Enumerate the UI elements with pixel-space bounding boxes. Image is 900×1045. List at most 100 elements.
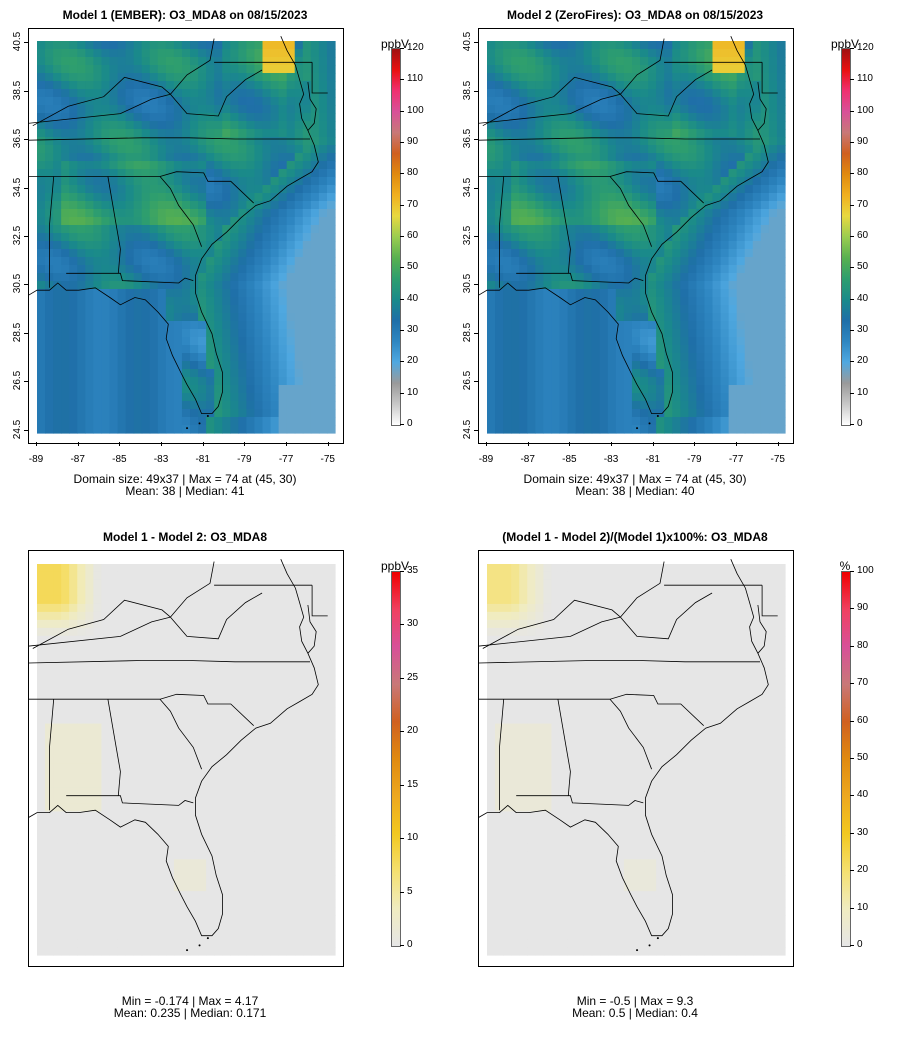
grid-cell xyxy=(53,41,62,50)
grid-cell xyxy=(559,425,569,434)
grid-cell xyxy=(519,417,528,426)
state-border xyxy=(107,176,121,274)
grid-cell xyxy=(487,185,496,194)
grid-cell xyxy=(615,73,625,82)
grid-cell xyxy=(310,425,320,434)
grid-cell xyxy=(254,731,264,741)
grid-cell xyxy=(278,113,288,122)
grid-cell xyxy=(141,361,151,370)
grid-cell xyxy=(278,587,288,597)
grid-cell xyxy=(278,683,288,693)
grid-cell xyxy=(559,129,569,138)
grid-cell xyxy=(101,627,111,637)
grid-cell xyxy=(326,265,336,274)
grid-cell xyxy=(69,739,78,749)
grid-cell xyxy=(222,763,231,773)
grid-cell xyxy=(318,779,328,789)
grid-cell xyxy=(326,281,336,290)
grid-cell xyxy=(198,603,207,613)
grid-cell xyxy=(53,771,62,781)
grid-cell xyxy=(254,177,264,186)
grid-cell xyxy=(117,369,127,378)
grid-cell xyxy=(206,755,215,765)
grid-cell xyxy=(728,361,738,370)
grid-cell xyxy=(326,249,336,258)
grid-cell xyxy=(648,369,657,378)
grid-cell xyxy=(519,305,528,314)
grid-cell xyxy=(125,787,135,797)
grid-cell xyxy=(599,273,609,282)
grid-cell xyxy=(109,281,119,290)
grid-cell xyxy=(640,121,649,130)
grid-cell xyxy=(286,715,296,725)
grid-cell xyxy=(688,169,697,178)
grid-cell xyxy=(318,739,328,749)
grid-cell xyxy=(278,177,288,186)
grid-cell xyxy=(77,401,86,410)
grid-cell xyxy=(77,369,86,378)
boundary-lines xyxy=(479,36,778,414)
grid-cell xyxy=(141,257,151,266)
grid-cell xyxy=(286,137,296,146)
grid-cell xyxy=(109,401,119,410)
grid-cell xyxy=(728,105,738,114)
grid-cell xyxy=(696,401,706,410)
grid-cell xyxy=(109,377,119,386)
grid-cell xyxy=(615,177,625,186)
grid-cell xyxy=(744,305,754,314)
grid-cell xyxy=(495,49,504,58)
grid-cell xyxy=(559,161,569,170)
grid-cell xyxy=(141,587,151,597)
grid-cell xyxy=(640,281,649,290)
grid-cell xyxy=(648,185,657,194)
scale-tick-label: 100 xyxy=(857,104,874,116)
grid-cell xyxy=(615,377,625,386)
grid-cell xyxy=(688,185,697,194)
grid-cell xyxy=(262,811,272,820)
grid-cell xyxy=(760,273,770,282)
grid-cell xyxy=(519,225,528,234)
grid-cell xyxy=(623,217,633,226)
grid-cell xyxy=(631,265,641,274)
grid-cell xyxy=(262,73,272,82)
grid-cell xyxy=(318,337,328,346)
grid-cell xyxy=(760,249,770,258)
grid-cell xyxy=(165,89,175,98)
grid-cell xyxy=(117,377,127,386)
grid-cell xyxy=(77,361,86,370)
grid-cell xyxy=(190,169,199,178)
grid-cell xyxy=(214,137,223,146)
grid-cell xyxy=(206,161,215,170)
grid-cell xyxy=(535,89,544,98)
grid-cell xyxy=(278,795,288,804)
grid-cell xyxy=(503,305,512,314)
grid-cell xyxy=(198,41,207,50)
grid-cell xyxy=(61,779,70,789)
grid-cell xyxy=(230,65,239,74)
grid-cell xyxy=(535,105,544,114)
grid-cell xyxy=(551,329,561,338)
grid-cell xyxy=(487,281,496,290)
grid-cell xyxy=(591,369,601,378)
grid-cell xyxy=(607,97,617,106)
grid-cell xyxy=(246,65,256,74)
grid-cell xyxy=(222,113,231,122)
grid-cell xyxy=(704,297,714,306)
grid-cell xyxy=(37,313,46,322)
grid-cell xyxy=(214,587,223,597)
grid-cell xyxy=(575,393,585,402)
grid-cell xyxy=(270,305,280,314)
grid-cell xyxy=(270,81,280,90)
grid-cell xyxy=(776,273,786,282)
grid-cell xyxy=(262,241,272,250)
grid-cell xyxy=(69,691,78,701)
grid-cell xyxy=(93,595,103,605)
grid-cell xyxy=(125,385,135,394)
grid-cell xyxy=(254,241,264,250)
grid-cell xyxy=(760,409,770,418)
coastline xyxy=(29,36,319,414)
grid-cell xyxy=(278,137,288,146)
grid-cell xyxy=(109,121,119,130)
grid-cell xyxy=(648,57,657,66)
grid-cell xyxy=(53,683,62,693)
